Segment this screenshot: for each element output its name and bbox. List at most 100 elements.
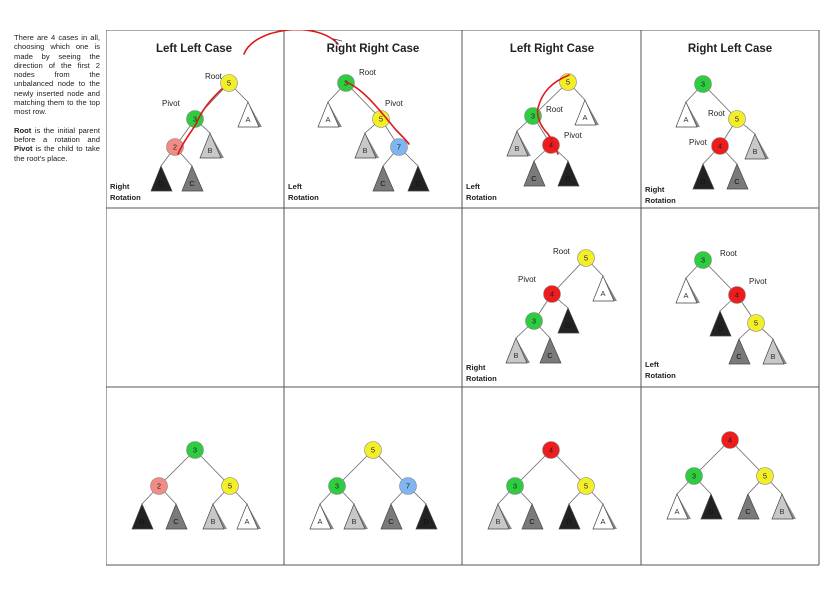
subtree-label: C	[173, 517, 179, 526]
node-label: 5	[371, 446, 375, 455]
subtree-label: D	[566, 517, 572, 526]
node-label: 2	[173, 143, 177, 152]
subtree-shape	[762, 338, 785, 365]
subtree-shape	[557, 307, 580, 334]
explanation-terms: Root is the initial parent before a rota…	[14, 126, 100, 163]
node-circle	[220, 74, 238, 92]
subtree-label: C	[734, 177, 740, 186]
subtree-b: B	[343, 503, 368, 530]
subtree-shape	[592, 503, 615, 530]
tree-node-7: 7	[390, 138, 408, 156]
root-label: Root	[708, 109, 726, 118]
node-circle	[577, 477, 595, 495]
subtree-label: D	[565, 321, 571, 330]
node-circle	[728, 286, 746, 304]
subtree-shape	[700, 493, 723, 520]
subtree-a: A	[309, 503, 334, 530]
subtree-shadow	[365, 133, 379, 158]
subtree-shadow	[247, 504, 261, 529]
subtree-shape	[574, 99, 597, 126]
node-label: 4	[549, 141, 553, 150]
subtree-shadow	[517, 131, 531, 156]
cell-rr-balanced: A B C D 5 3 7	[309, 441, 438, 530]
pivot-term: Pivot	[14, 144, 33, 154]
node-label: 2	[157, 482, 161, 491]
pivot-label: Pivot	[564, 131, 583, 140]
node-circle	[186, 110, 204, 128]
node-label: 7	[397, 143, 401, 152]
subtree-shape	[737, 493, 760, 520]
cell-rl-middle: A B C D 3 4 5 Root Pivot Left Rotation	[645, 249, 787, 380]
root-label: Root	[553, 247, 571, 256]
subtree-shape	[309, 503, 332, 530]
subtree-a: A	[574, 99, 599, 126]
node-circle	[685, 467, 703, 485]
annotation-stroke	[177, 88, 223, 155]
subtree-label: C	[547, 351, 553, 360]
subtree-label: B	[752, 147, 757, 156]
red-annotation-strokes	[177, 30, 570, 155]
subtree-shape	[675, 101, 698, 128]
annotation-stroke	[536, 74, 570, 155]
subtree-d: D	[407, 165, 430, 192]
tree-node-5: 5	[747, 314, 765, 332]
cell-ll-initial: A B C D 5 3 2 Root Pivot Right Rotation	[110, 72, 262, 202]
subtree-label: D	[708, 507, 714, 516]
subtree-shadow	[686, 278, 700, 303]
tree-node-5: 5	[364, 441, 382, 459]
subtree-shape	[237, 101, 260, 128]
node-label: 5	[228, 482, 232, 491]
tree-node-4: 4	[721, 431, 739, 449]
subtree-shadow	[585, 100, 599, 125]
subtree-shape	[181, 165, 204, 192]
node-circle	[328, 477, 346, 495]
tree-node-5: 5	[372, 110, 390, 128]
subtree-label: B	[495, 517, 500, 526]
subtree-d: D	[558, 503, 581, 530]
subtree-shadow	[603, 276, 617, 301]
subtree-b: B	[771, 493, 796, 520]
cell-lr-middle: A B C D 5 4 3 Root Pivot Right Rotation	[466, 247, 617, 383]
rotation-direction: Right	[110, 182, 130, 191]
header-left-left: Left Left Case	[156, 43, 232, 55]
grid-lines	[106, 30, 820, 566]
subtree-shape	[131, 503, 154, 530]
rotation-label: Right Rotation	[645, 185, 676, 205]
tree-node-7: 7	[399, 477, 417, 495]
subtree-a: A	[236, 503, 261, 530]
subtree-shape	[771, 493, 794, 520]
pivot-label: Pivot	[385, 99, 404, 108]
column-headers: Left Left Case Right Right Case Left Rig…	[156, 43, 772, 55]
node-label: 4	[550, 290, 554, 299]
node-label: 4	[718, 142, 722, 151]
node-circle	[364, 441, 382, 459]
rotation-direction: Left	[466, 182, 480, 191]
rotation-label: Left Rotation	[466, 182, 497, 202]
subtree-label: C	[745, 507, 751, 516]
tree-node-3: 3	[186, 110, 204, 128]
explanation-intro: There are 4 cases in all, choosing which…	[14, 33, 100, 117]
pen-cursor-icon	[332, 38, 343, 45]
subtree-label: D	[717, 324, 723, 333]
node-label: 3	[532, 317, 536, 326]
subtree-c: C	[181, 165, 204, 192]
node-label: 3	[193, 446, 197, 455]
subtree-label: A	[245, 115, 250, 124]
cell-lr-initial: A B C D 5 3 4 Root Pivot Left Rotation	[466, 73, 599, 202]
subtree-shadow	[210, 133, 224, 158]
node-circle	[721, 431, 739, 449]
subtree-shadow	[755, 134, 769, 159]
pivot-definition: is the child to take the root's place.	[14, 144, 100, 163]
header-left-right: Left Right Case	[510, 43, 594, 55]
tree-node-3: 3	[685, 467, 703, 485]
annotation-stroke	[345, 81, 410, 145]
rotation-direction: Left	[288, 182, 302, 191]
subtree-label: A	[325, 115, 330, 124]
subtree-label: A	[674, 507, 679, 516]
subtree-shadow	[773, 339, 787, 364]
subtree-label: D	[415, 179, 421, 188]
rotation-label: Left Rotation	[645, 360, 676, 380]
subtree-label: A	[600, 289, 605, 298]
tree-node-5: 5	[220, 74, 238, 92]
subtree-label: A	[683, 291, 688, 300]
